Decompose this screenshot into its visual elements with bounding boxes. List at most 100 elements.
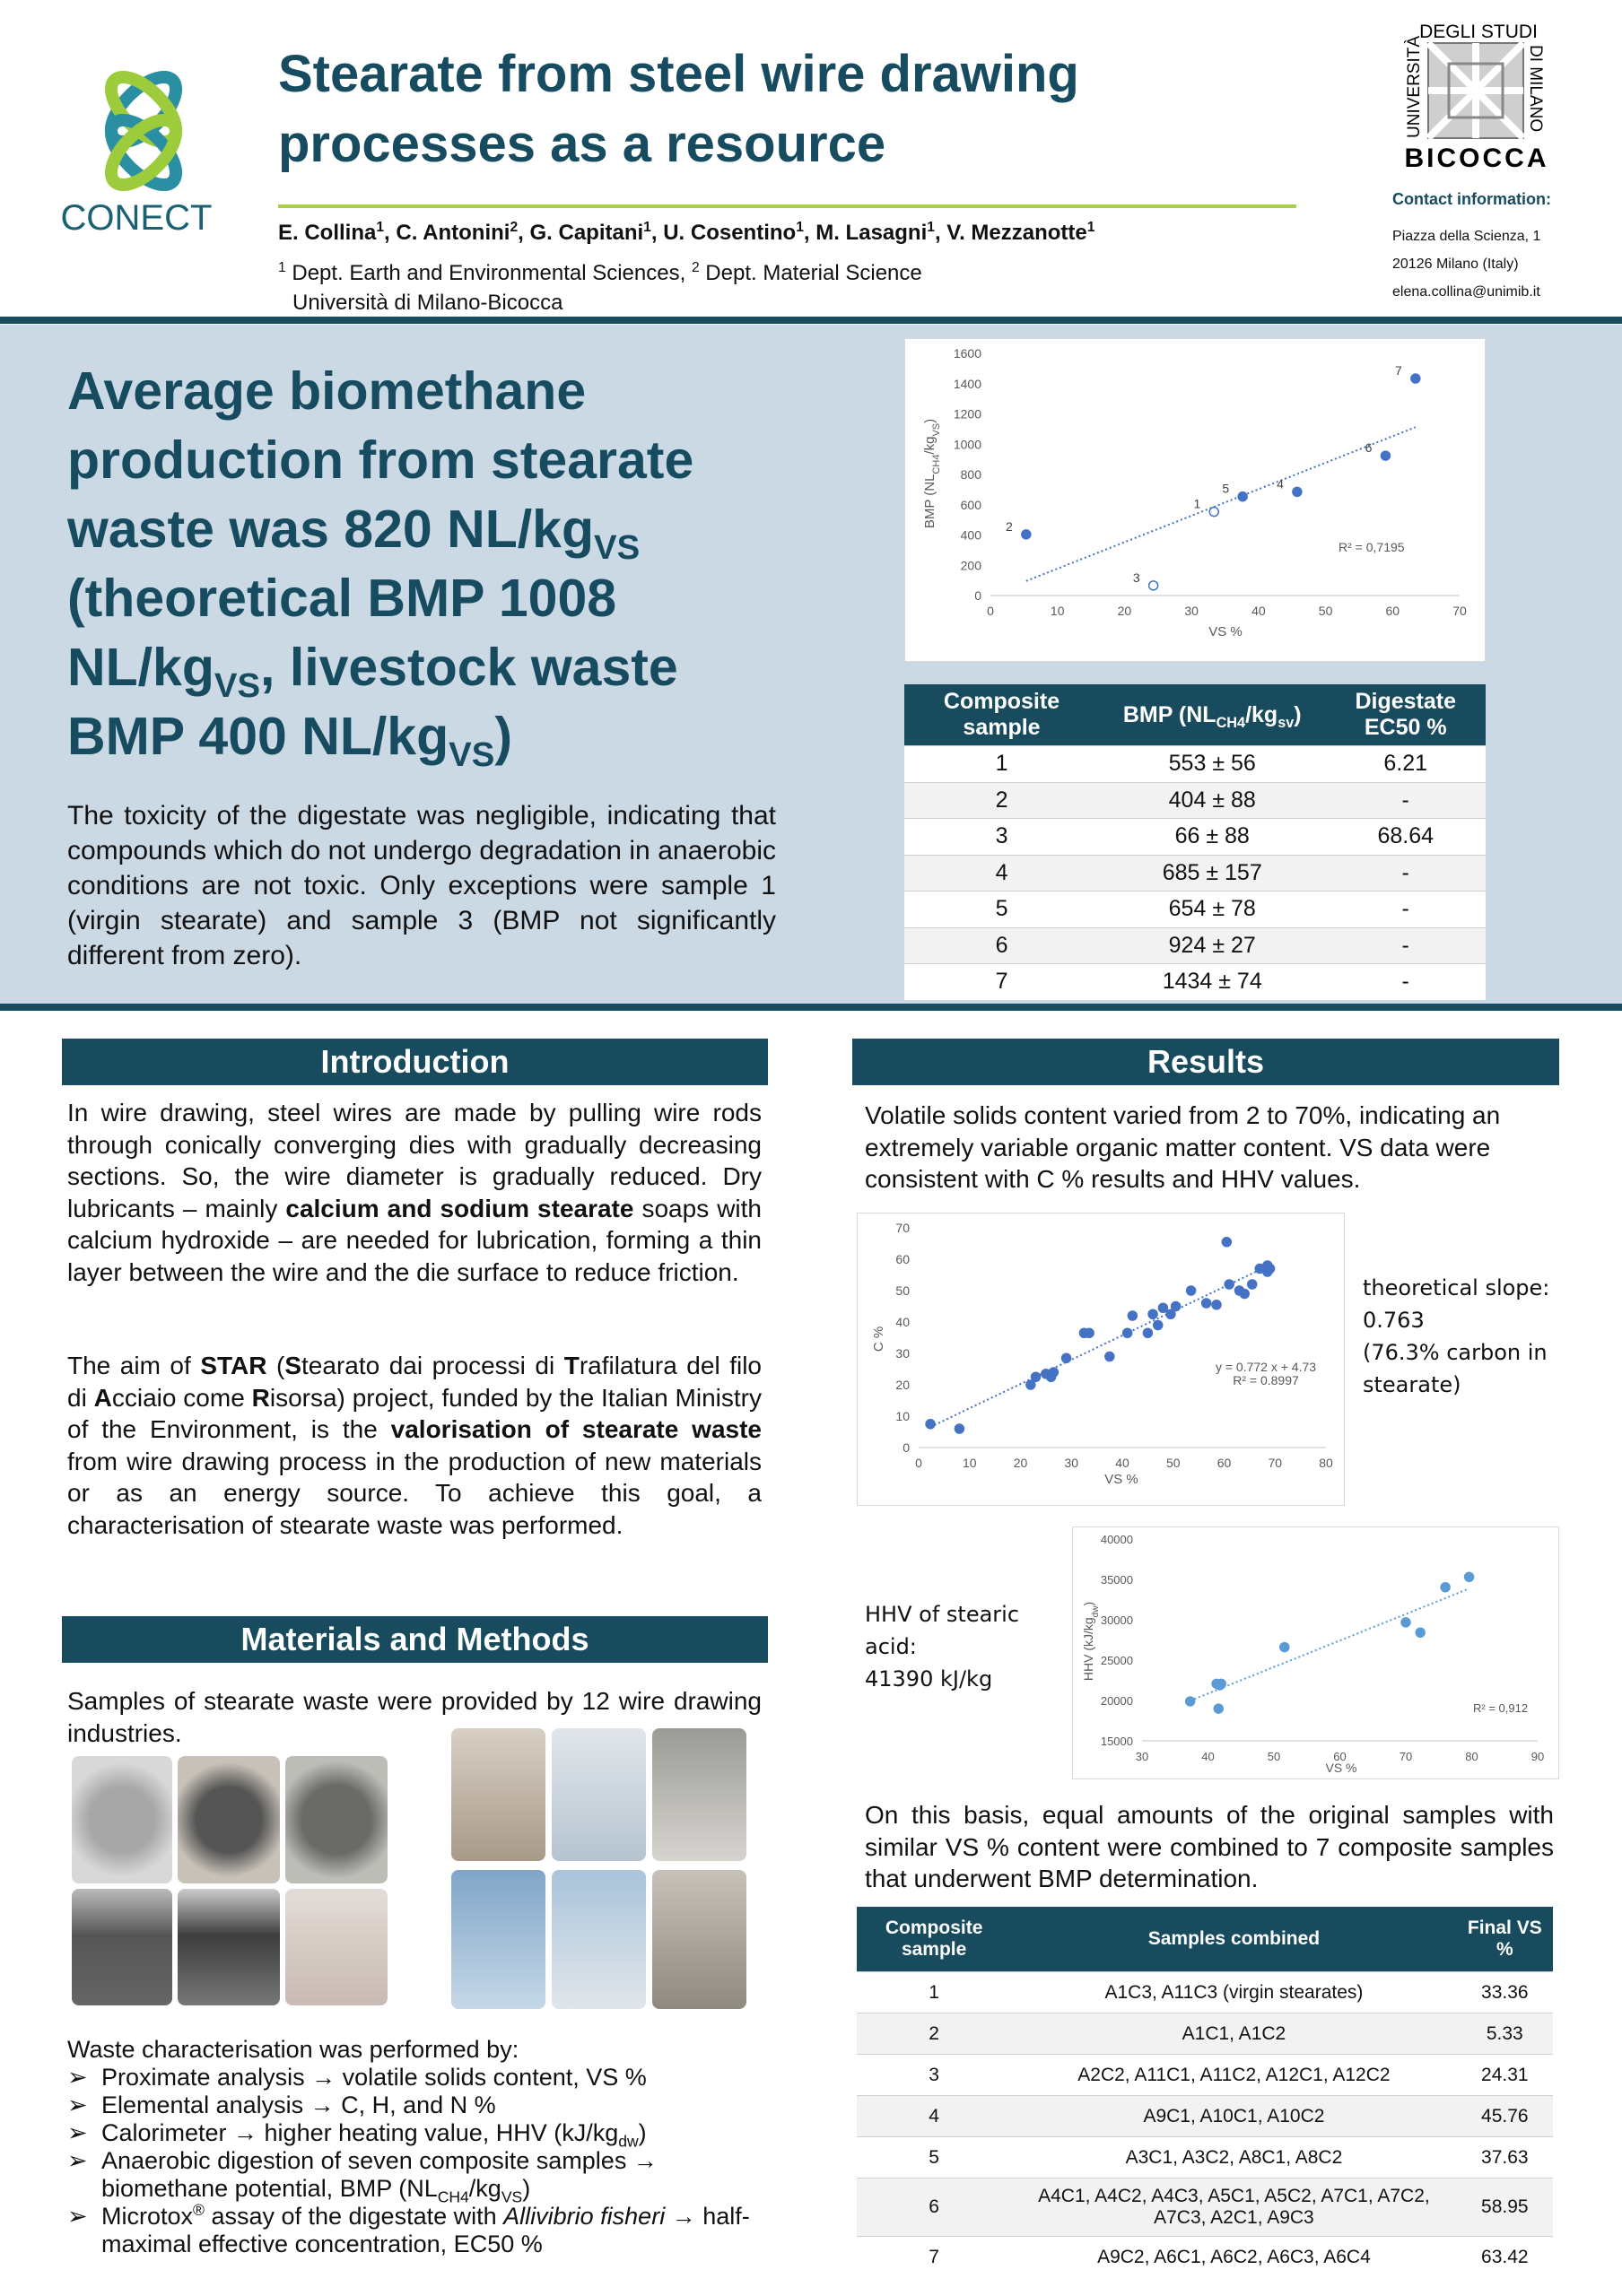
- affiliation-line: 1 Dept. Earth and Environmental Sciences…: [278, 258, 922, 288]
- y-axis-label: C %: [871, 1326, 886, 1352]
- cell: 4: [904, 854, 1100, 891]
- cell: 6: [857, 2178, 1012, 2237]
- point: [1021, 529, 1032, 540]
- header-cell: BMP (NLCH4/kgsv): [1099, 684, 1326, 746]
- affiliation-line: Università di Milano-Bicocca: [278, 288, 922, 317]
- cell: 58.95: [1456, 2178, 1553, 2237]
- x-tick-label: 20: [1118, 604, 1132, 618]
- text-run: assay of the digestate with: [204, 2203, 504, 2230]
- cell: 1434 ± 74: [1099, 963, 1326, 1000]
- header-cell: Final VS %: [1456, 1907, 1553, 1972]
- point: [1208, 506, 1219, 517]
- x-tick-label: 90: [1531, 1750, 1544, 1763]
- point: [1292, 486, 1303, 498]
- cell: -: [1325, 891, 1486, 927]
- text-run: rafilatura del filo di: [67, 1352, 762, 1412]
- contact-heading: Contact information:: [1392, 190, 1551, 208]
- text-run: → half-maximal effective concentration, …: [101, 2203, 750, 2257]
- point-label: 7: [1395, 363, 1402, 378]
- point: [1221, 1237, 1233, 1248]
- point: [1048, 1367, 1060, 1378]
- paragraph: The toxicity of the digestate was neglig…: [67, 801, 776, 970]
- x-tick-label: 30: [1184, 604, 1199, 618]
- paragraph: On this basis, equal amounts of the orig…: [865, 1801, 1554, 1892]
- list: Proximate analysis → volatile solids con…: [67, 2064, 767, 2258]
- text-run: , M. Lasagni: [803, 221, 928, 245]
- row: 3 A2C2, A11C1, A11C2, A12C1, A12C2 24.31: [857, 2054, 1553, 2096]
- text-run: In wire drawing, steel wires are made by…: [67, 1099, 762, 1222]
- y-tick-label: 20000: [1101, 1694, 1133, 1708]
- cell: 5.33: [1456, 2013, 1553, 2055]
- side-note: HHV of stearic acid: 41390 kJ/kg: [865, 1598, 1019, 1695]
- point: [1213, 1703, 1225, 1714]
- row: 3 66 ± 88 68.64: [904, 818, 1486, 855]
- text-run: Dept. Material Science: [699, 261, 922, 285]
- paragraph: Volatile solids content varied from 2 to…: [865, 1101, 1501, 1193]
- y-tick-label: 40: [895, 1315, 910, 1329]
- annotation: R² = 0.8997: [1233, 1373, 1299, 1387]
- trendline: [1190, 1587, 1469, 1702]
- y-tick-label: 10: [895, 1409, 910, 1423]
- text-run: The aim of: [67, 1352, 201, 1379]
- text-run: Average biomethane production from stear…: [67, 361, 694, 559]
- y-tick-label: 1600: [954, 346, 981, 361]
- text-run: ): [494, 707, 512, 766]
- x-tick-label: 70: [1268, 1456, 1282, 1470]
- cell: 33.36: [1456, 1971, 1553, 2013]
- photo: [451, 1728, 545, 1861]
- photo: [285, 1756, 388, 1883]
- cell: 3: [857, 2054, 1012, 2096]
- x-tick-label: 30: [1064, 1456, 1078, 1470]
- text-run: /kg: [922, 437, 937, 455]
- cell: 2: [857, 2013, 1012, 2055]
- point-label: 4: [1277, 476, 1284, 491]
- rule: [0, 1004, 1622, 1011]
- note-line: 41390 kJ/kg: [865, 1666, 993, 1692]
- cell: 6: [904, 926, 1100, 964]
- cell: 37.63: [1456, 2136, 1553, 2179]
- y-tick-label: 35000: [1101, 1573, 1133, 1587]
- y-tick-label: 400: [961, 528, 982, 543]
- text-run: cciaio come: [111, 1383, 252, 1412]
- text-run: sv: [1278, 714, 1295, 731]
- point: [1463, 1571, 1475, 1583]
- x-tick-label: 80: [1319, 1456, 1333, 1470]
- point: [1142, 1327, 1154, 1338]
- text-run: BMP (NL: [1122, 701, 1216, 727]
- y-tick-label: 50: [895, 1283, 910, 1298]
- point: [1165, 1309, 1176, 1319]
- text-run: , V. Mezzanotte: [934, 221, 1087, 245]
- row: 4 685 ± 157-: [904, 854, 1486, 891]
- text-run: Calorimeter → higher heating value, HHV …: [101, 2119, 619, 2146]
- y-tick-label: 0: [974, 588, 981, 603]
- point-label: 3: [1133, 570, 1140, 585]
- point: [954, 1423, 965, 1434]
- chart-box: 0 200 400 600 800 1000 1200 1400 1600 0 10 20 30 40 50…: [904, 338, 1486, 662]
- point: [1410, 373, 1421, 384]
- photo: [552, 1870, 646, 2009]
- y-tick-label: 1000: [954, 437, 981, 451]
- text-run: A: [93, 1383, 112, 1412]
- paragraph: Samples of stearate waste were provided …: [67, 1687, 762, 1747]
- text-run: ): [522, 2175, 531, 2202]
- table: Composite sample Samples combined Final VS…: [857, 1907, 1553, 2277]
- text-run: 1: [1086, 220, 1095, 235]
- text-run: S: [284, 1352, 302, 1379]
- row: 2 404 ± 88-: [904, 781, 1486, 819]
- cell: 66 ± 88: [1099, 818, 1326, 855]
- text-run: dw: [618, 2132, 639, 2151]
- chart-box: 0 10 20 30 40 50 60 70 0 10 20 30 40 50 60 70 80 VS % C % y…: [857, 1213, 1345, 1506]
- cell: A9C2, A6C1, A6C2, A6C3, A6C4: [1011, 2236, 1457, 2277]
- header-row: Composite sample BMP (NLCH4/kgsv) Digestat…: [904, 684, 1486, 746]
- text-run: VS: [931, 423, 942, 437]
- x-axis-label: VS %: [1325, 1761, 1356, 1775]
- point: [1224, 1279, 1234, 1290]
- text-run: soaps with calcium hydroxide – are neede…: [67, 1194, 762, 1286]
- text-run: , G. Capitani: [518, 221, 644, 245]
- cell: 553 ± 56: [1099, 745, 1326, 782]
- cell: 5: [857, 2136, 1012, 2179]
- text-run: HHV (kJ/kg: [1081, 1617, 1095, 1681]
- cell: A1C3, A11C3 (virgin stearates): [1011, 1971, 1457, 2013]
- photo: [285, 1889, 388, 2005]
- point: [1237, 491, 1248, 502]
